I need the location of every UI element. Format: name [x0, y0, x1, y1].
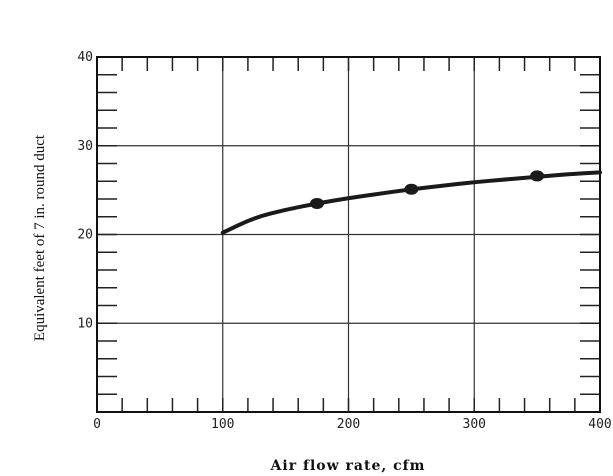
series-markers: [310, 170, 545, 209]
x-tick-labels: 0 100 200 300 400: [93, 417, 612, 432]
data-point: [310, 197, 325, 209]
chart-ticks: [97, 57, 600, 412]
y-tick-labels: 10 20 30 40: [77, 50, 93, 331]
y-tick-label: 20: [77, 228, 93, 243]
x-axis-label: Air flow rate, cfm: [270, 458, 426, 474]
x-tick-label: 400: [588, 417, 611, 432]
y-tick-label: 10: [77, 316, 93, 331]
y-tick-label: 30: [77, 139, 93, 154]
data-point: [404, 183, 419, 195]
x-tick-label: 0: [93, 417, 101, 432]
chart-grid: [97, 57, 600, 412]
y-axis-label: Equivalent feet of 7 in. round duct: [32, 134, 48, 341]
x-tick-label: 200: [337, 417, 360, 432]
data-point: [530, 170, 545, 182]
plot-frame: [96, 56, 601, 413]
x-tick-label: 100: [211, 417, 234, 432]
y-tick-label: 40: [77, 50, 93, 65]
x-tick-label: 300: [463, 417, 486, 432]
series-line: [220, 170, 602, 235]
